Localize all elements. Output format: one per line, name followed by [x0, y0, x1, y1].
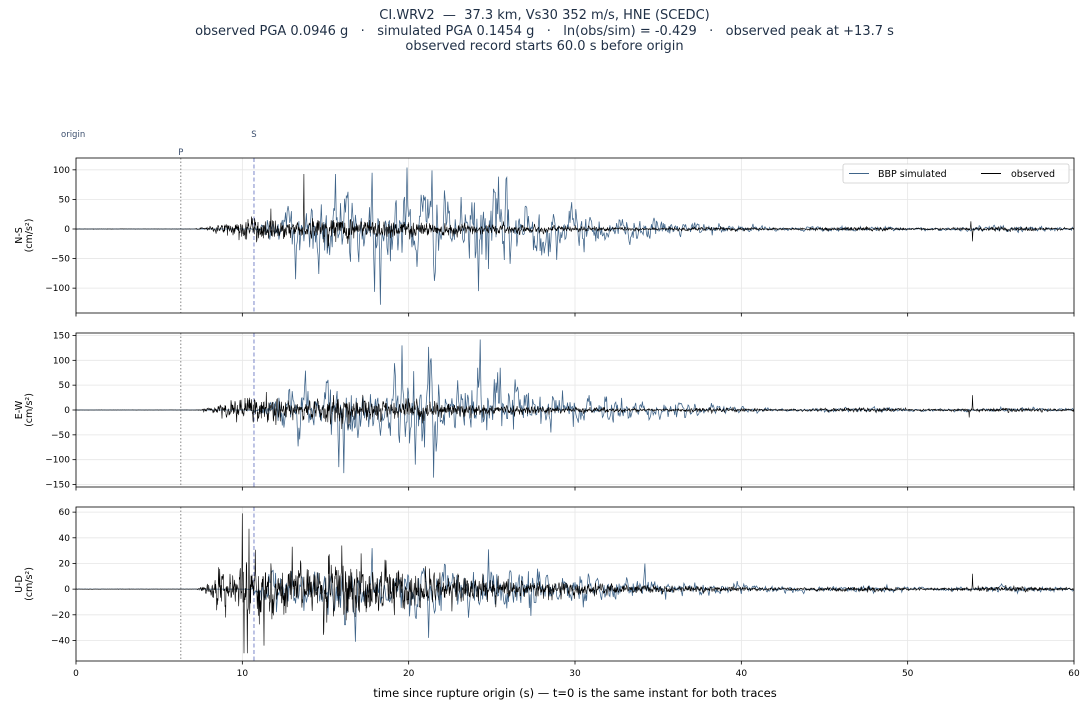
y-tick-label: 0 — [64, 406, 70, 416]
phase-label-p: P — [178, 148, 183, 158]
y-tick-label: −20 — [51, 611, 70, 621]
y-tick-label: 0 — [64, 225, 70, 235]
y-tick-label: 50 — [59, 381, 71, 391]
legend-label-observed: observed — [1011, 169, 1055, 180]
y-axis-label-line: U-D — [14, 575, 25, 593]
y-tick-label: 40 — [59, 534, 71, 544]
observed-trace-panel-1 — [76, 173, 1074, 248]
observed-trace-panel-2 — [76, 391, 1074, 430]
y-tick-label: 150 — [53, 331, 70, 341]
x-tick-label: 0 — [73, 669, 79, 679]
y-axis-label-panel-2: E-W (cm/s²) — [14, 393, 35, 427]
legend-box — [842, 163, 1070, 184]
chart-subtitle-record-start: observed record starts 60.0 s before ori… — [405, 39, 684, 54]
y-axis-label-panel-1: N-S (cm/s²) — [14, 219, 35, 253]
x-tick-label: 10 — [237, 669, 249, 679]
y-axis-label-panel-3: U-D (cm/s²) — [14, 567, 35, 601]
y-tick-label: 0 — [64, 585, 70, 595]
chart-subtitle: observed PGA 0.0946 g · simulated PGA 0.… — [195, 23, 894, 39]
y-tick-label: −50 — [51, 431, 70, 441]
x-tick-label: 20 — [403, 669, 415, 679]
y-axis-label-line: (cm/s²) — [24, 393, 35, 427]
observed-trace-panel-3 — [76, 513, 1074, 654]
y-tick-label: −100 — [45, 284, 70, 294]
phase-label-origin: origin — [61, 130, 85, 140]
y-tick-label: 60 — [59, 508, 71, 518]
y-tick-label: −40 — [51, 636, 70, 646]
y-axis-label-line: N-S — [14, 227, 25, 244]
y-tick-label: 20 — [59, 559, 71, 569]
y-tick-label: 50 — [59, 195, 71, 205]
chart-title: CI.WRV2 — 37.3 km, Vs30 352 m/s, HNE (SC… — [379, 8, 710, 23]
y-tick-label: −100 — [45, 456, 70, 466]
y-tick-label: 100 — [53, 356, 70, 366]
simulated-trace-panel-3 — [76, 548, 1074, 642]
legend-label-simulated: BBP simulated — [878, 169, 947, 180]
phase-label-s: S — [251, 130, 256, 140]
y-tick-label: 100 — [53, 166, 70, 176]
x-tick-label: 30 — [569, 669, 581, 679]
x-axis-label: time since rupture origin (s) — t=0 is t… — [373, 686, 777, 700]
y-axis-label-line: E-W — [14, 400, 25, 419]
y-axis-label-line: (cm/s²) — [24, 219, 35, 253]
x-tick-label: 50 — [902, 669, 914, 679]
y-axis-label-line: (cm/s²) — [24, 567, 35, 601]
y-tick-label: −50 — [51, 255, 70, 265]
chart-title-block: CI.WRV2 — 37.3 km, Vs30 352 m/s, HNE (SC… — [0, 8, 1089, 55]
y-tick-label: −150 — [45, 481, 70, 491]
x-tick-label: 40 — [736, 669, 748, 679]
x-tick-label: 60 — [1068, 669, 1080, 679]
